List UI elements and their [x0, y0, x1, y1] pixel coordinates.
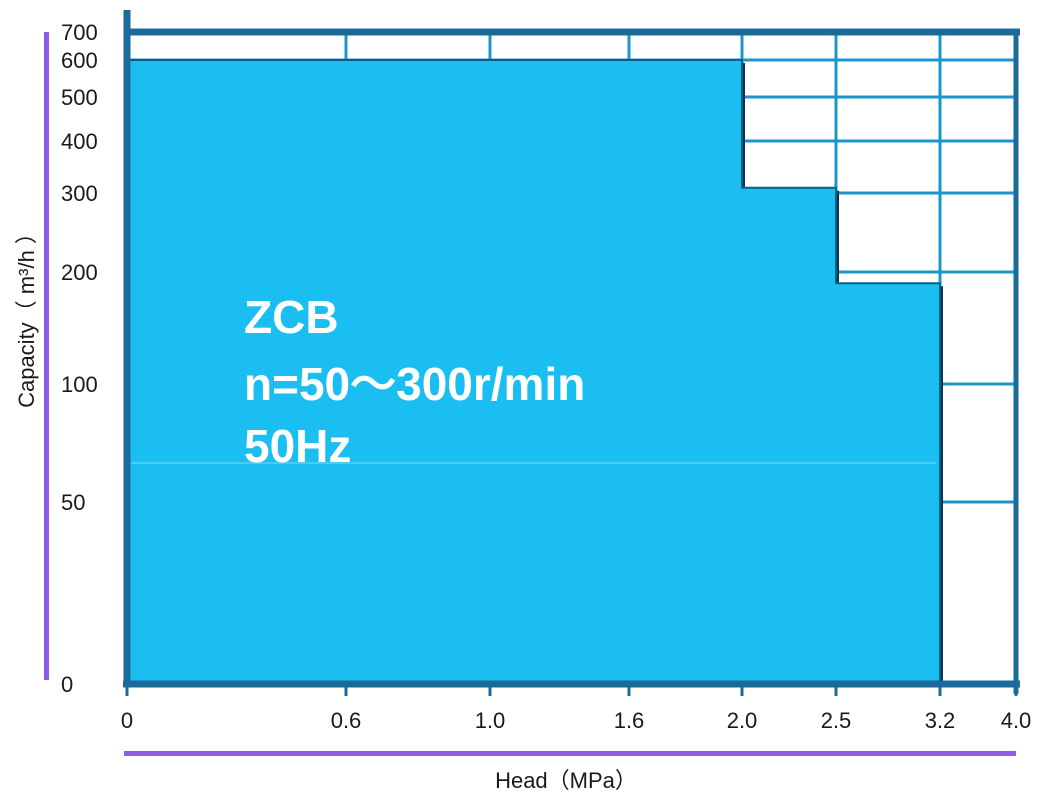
x-tick-label-3.2: 3.2: [925, 708, 956, 733]
y-tick-label-300: 300: [61, 181, 98, 206]
x-tick-label-4.0: 4.0: [1001, 708, 1032, 733]
x-tick-label-2.5: 2.5: [821, 708, 852, 733]
y-tick-labels: 0 50 100 200 300 400 500 600 700: [61, 20, 98, 697]
x-tick-label-1.6: 1.6: [614, 708, 645, 733]
x-tick-label-1.0: 1.0: [475, 708, 506, 733]
x-tick-labels: 0 0.6 1.0 1.6 2.0 2.5 3.2 4.0: [121, 708, 1031, 733]
y-tick-label-50: 50: [61, 490, 85, 515]
y-tick-label-0: 0: [61, 672, 73, 697]
plot-frame: [123, 10, 1020, 696]
x-tick-label-0: 0: [121, 708, 133, 733]
y-axis-title: Capacity（ m³/h ）: [14, 222, 39, 408]
x-tick-label-0.6: 0.6: [331, 708, 362, 733]
x-axis-bar: [124, 751, 1016, 756]
annotation-line-2: n=50～300r/min: [244, 358, 585, 410]
annotation-line-1: ZCB: [244, 291, 339, 343]
x-tick-label-2.0: 2.0: [727, 708, 758, 733]
x-axis-title: Head（MPa）: [495, 768, 637, 793]
operating-region: [126, 59, 943, 687]
y-tick-label-400: 400: [61, 129, 98, 154]
y-tick-label-200: 200: [61, 260, 98, 285]
y-tick-label-500: 500: [61, 85, 98, 110]
y-tick-label-600: 600: [61, 48, 98, 73]
y-tick-label-100: 100: [61, 372, 98, 397]
y-axis-bar: [44, 32, 49, 680]
annotation-line-3: 50Hz: [244, 420, 351, 472]
annotations: ZCB n=50～300r/min 50Hz: [244, 291, 585, 472]
y-tick-label-700: 700: [61, 20, 98, 45]
